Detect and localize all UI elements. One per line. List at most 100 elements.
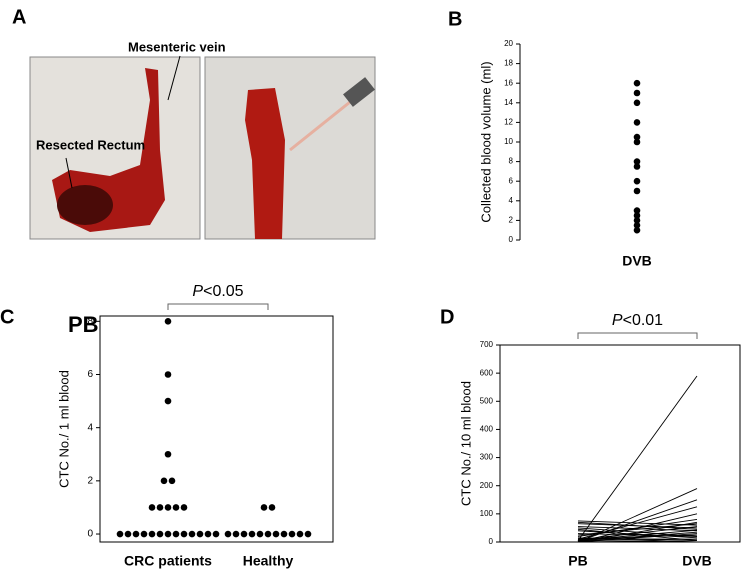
y-tick-label: 10: [504, 137, 513, 146]
data-point: [264, 530, 272, 538]
y-tick-label: 0: [87, 529, 93, 540]
data-point: [164, 530, 172, 538]
data-point: [164, 397, 172, 405]
data-point: [164, 504, 172, 511]
significance-bracket: [577, 332, 698, 339]
data-point: [124, 530, 132, 538]
y-tick-label: 6: [509, 176, 514, 185]
y-tick-label: 4: [87, 422, 93, 433]
y-tick-label: 12: [504, 118, 513, 127]
data-point: [633, 226, 641, 234]
arrow: [65, 157, 73, 189]
chart-title: PB: [68, 312, 99, 337]
paired-line: [577, 499, 698, 542]
data-point: [633, 158, 641, 165]
data-point: [188, 530, 196, 538]
paired-line: [577, 526, 698, 532]
y-tick-label: 20: [504, 39, 513, 48]
significance-label: P<0.05: [192, 283, 243, 300]
y-tick-label: 6: [87, 369, 93, 380]
plot-frame: [499, 344, 741, 543]
y-tick-label: 8: [509, 157, 514, 166]
significance-label: P<0.01: [612, 312, 663, 329]
data-point: [633, 163, 641, 170]
data-point: [212, 530, 220, 538]
paired-line: [577, 519, 698, 537]
y-tick-label: 0: [509, 235, 514, 244]
y-tick-label: 8: [87, 316, 93, 327]
data-point: [256, 530, 264, 538]
plot-frame: [99, 315, 334, 543]
arrow: [167, 55, 181, 101]
data-point: [633, 187, 641, 195]
data-point: [272, 530, 280, 538]
data-point: [164, 371, 172, 378]
y-tick-label: 100: [480, 509, 494, 518]
y-axis-label: CTC No./ 10 ml blood: [458, 381, 473, 506]
x-tick-label: CRC patients: [124, 553, 212, 569]
y-tick-label: 300: [480, 453, 494, 462]
data-point: [180, 504, 188, 511]
y-tick-label: 200: [480, 481, 494, 490]
data-point: [168, 477, 176, 485]
y-tick-label: 0: [489, 537, 494, 546]
data-point: [140, 530, 148, 538]
data-point: [288, 530, 296, 538]
y-tick-label: 4: [509, 196, 514, 205]
data-point: [180, 530, 188, 538]
data-point: [224, 530, 232, 538]
y-tick-label: 400: [480, 425, 494, 434]
data-point: [172, 530, 180, 538]
y-axis-label: CTC No./ 1 ml blood: [56, 370, 71, 488]
panel-label: C: [0, 306, 14, 328]
data-point: [156, 530, 164, 538]
data-point: [232, 530, 240, 538]
paired-line: [577, 528, 698, 542]
data-point: [280, 530, 288, 538]
data-point: [268, 504, 276, 511]
data-point: [172, 504, 180, 511]
data-point: [633, 133, 641, 141]
panel-label: D: [440, 306, 454, 328]
x-tick-label: DVB: [682, 553, 712, 569]
data-point: [240, 530, 248, 538]
data-point: [633, 207, 641, 214]
y-axis-label: Collected blood volume (ml): [478, 61, 493, 222]
y-tick-label: 18: [504, 59, 513, 68]
y-tick-label: 500: [480, 396, 494, 405]
y-tick-label: 14: [504, 98, 513, 107]
annotation: Mesenteric vein: [128, 39, 226, 54]
data-point: [633, 138, 641, 146]
data-point: [633, 222, 641, 229]
data-point: [633, 217, 641, 224]
panel-label: A: [12, 6, 26, 28]
data-point: [633, 119, 641, 126]
y-tick-label: 2: [509, 216, 514, 225]
paired-line: [577, 375, 698, 541]
data-point: [164, 318, 172, 325]
panel-label: B: [448, 8, 462, 30]
data-point: [633, 177, 641, 185]
data-point: [296, 530, 304, 538]
paired-line: [577, 526, 698, 541]
y-tick-label: 16: [504, 78, 513, 87]
data-point: [148, 530, 156, 538]
y-tick-label: 600: [480, 368, 494, 377]
paired-line: [577, 531, 698, 542]
y-tick-label: 700: [480, 340, 494, 349]
data-point: [633, 79, 641, 87]
data-point: [204, 530, 212, 538]
data-point: [633, 212, 641, 219]
x-tick-label: PB: [568, 553, 587, 569]
y-tick-label: 2: [87, 475, 93, 486]
data-point: [160, 477, 168, 485]
data-point: [156, 504, 164, 511]
data-point: [304, 530, 312, 538]
x-tick-label: Healthy: [243, 553, 294, 569]
data-point: [148, 504, 156, 511]
data-point: [260, 504, 268, 511]
paired-line: [577, 520, 698, 526]
data-point: [633, 89, 641, 97]
annotation: Resected Rectum: [36, 137, 145, 152]
